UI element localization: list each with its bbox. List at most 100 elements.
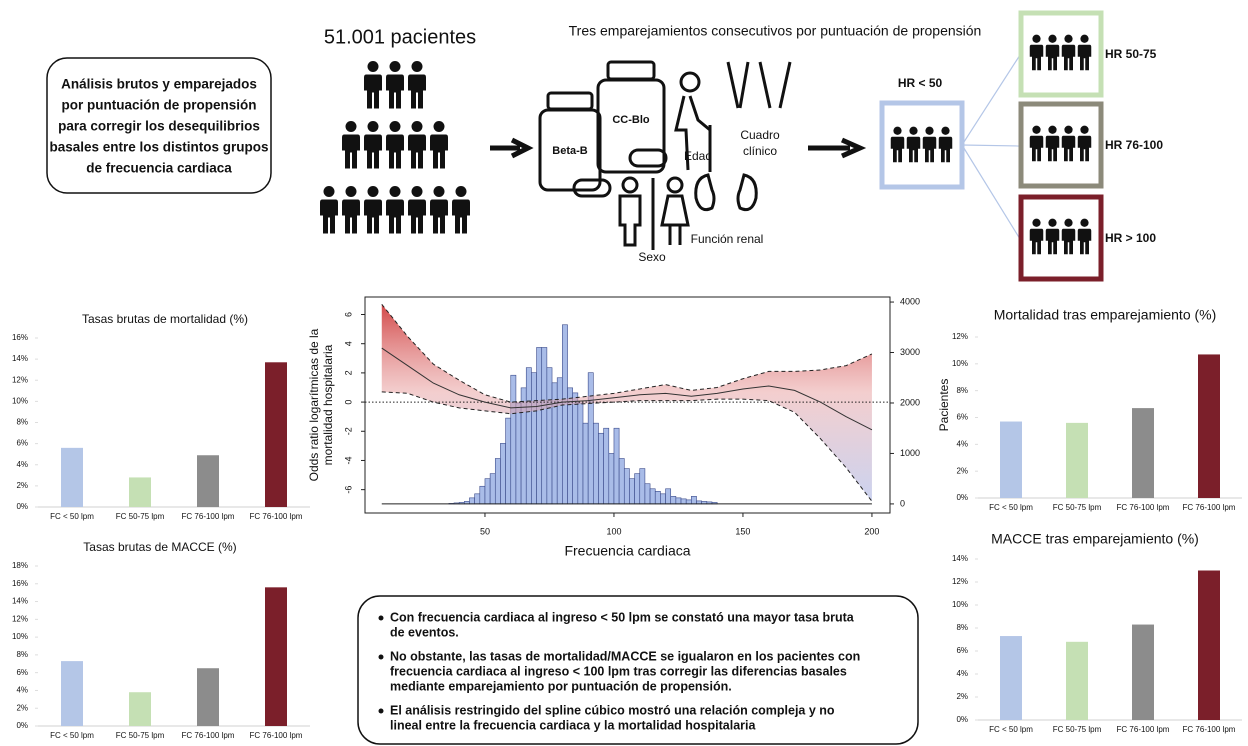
bullet <box>379 616 384 621</box>
histogram-bar <box>573 393 578 504</box>
covariate-label: Edad <box>684 149 712 163</box>
x-tick-label: FC < 50 lpm <box>50 512 94 521</box>
chart-title: Tasas brutas de MACCE (%) <box>83 540 236 554</box>
y-tick-label: 16% <box>12 333 28 342</box>
histogram-bar <box>475 494 480 504</box>
y-tick-label: 8% <box>956 386 968 395</box>
person-icon <box>320 186 338 234</box>
y-tick-label: 16% <box>12 579 28 588</box>
chart-title: Tasas brutas de mortalidad (%) <box>82 312 248 326</box>
y-tick-label: 6% <box>16 439 28 448</box>
histogram-bar <box>640 469 645 504</box>
histogram-bar <box>629 479 634 504</box>
y-tick-label: 0 <box>343 400 353 405</box>
y-tick-label: 4% <box>16 460 28 469</box>
y2-tick-label: 3000 <box>900 347 920 357</box>
person-icon <box>408 61 426 109</box>
connector <box>962 145 1020 146</box>
histogram-bar <box>506 418 511 504</box>
y-tick-label: 12% <box>12 614 28 623</box>
x-tick-label: FC 76-100 lpm <box>182 512 235 521</box>
conclusion-line: No obstante, las tasas de mortalidad/MAC… <box>390 649 860 663</box>
x-tick-label: FC 76-100 lpm <box>1117 503 1170 512</box>
person-icon <box>452 186 470 234</box>
histogram-bar <box>593 423 598 504</box>
conclusion-line: lineal entre la frecuencia cardiaca y la… <box>390 718 756 732</box>
y-tick-label: 14% <box>12 354 28 363</box>
x-tick-label: 100 <box>606 526 621 536</box>
cohort-label: 51.001 pacientes <box>324 26 476 48</box>
bar <box>1000 636 1022 720</box>
x-tick-label: FC 76-100 lpm <box>250 512 303 521</box>
bar <box>1000 422 1022 498</box>
y-tick-label: -2 <box>343 427 353 435</box>
histogram-bar <box>635 474 640 504</box>
y-tick-label: 14% <box>952 554 968 563</box>
person-icon <box>386 186 404 234</box>
person-icon <box>430 186 448 234</box>
x-tick-label: FC 50-75 lpm <box>116 731 165 740</box>
histogram-bar <box>660 494 665 504</box>
y-tick-label: 12% <box>952 577 968 586</box>
histogram-bar <box>526 368 531 504</box>
histogram-bar <box>609 453 614 503</box>
y-tick-label: 0% <box>16 502 28 511</box>
y2-tick-label: 4000 <box>900 296 920 306</box>
histogram-bar <box>686 500 691 504</box>
y-tick-label: 6 <box>343 312 353 317</box>
x-tick-label: 200 <box>864 526 879 536</box>
y-tick-label: 2% <box>956 466 968 475</box>
group-label: HR 76-100 <box>1105 138 1163 152</box>
y-tick-label: 14% <box>12 597 28 606</box>
histogram-bar <box>614 428 619 504</box>
y-tick-label: 4% <box>956 669 968 678</box>
group-label: HR 50-75 <box>1105 47 1157 61</box>
covariate-line: clínico <box>743 144 777 158</box>
covariate-label: Beta-B <box>552 145 588 157</box>
conclusion-line: El análisis restringido del spline cúbic… <box>390 703 835 717</box>
matching-title: Tres emparejamientos consecutivos por pu… <box>569 23 982 39</box>
histogram-bar <box>691 496 696 504</box>
covariate-label: CC-Blo <box>612 114 650 126</box>
x-tick-label: FC 76-100 lpm <box>1183 503 1236 512</box>
conclusion-line: frecuencia cardiaca al ingreso < 100 lpm… <box>390 664 847 678</box>
intro-line: para corregir los desequilibrios <box>58 119 260 134</box>
bar <box>1198 571 1220 721</box>
person-icon <box>386 61 404 109</box>
histogram-bar <box>681 499 686 504</box>
histogram-bar <box>619 458 624 503</box>
bullet <box>379 655 384 660</box>
histogram-bar <box>469 498 474 504</box>
intro-line: basales entre los distintos grupos <box>49 140 268 155</box>
y2-axis-label: Pacientes <box>937 379 951 432</box>
bar <box>1132 625 1154 720</box>
histogram-bar <box>645 484 650 504</box>
y-tick-label: 10% <box>12 632 28 641</box>
x-tick-label: FC 50-75 lpm <box>1053 503 1102 512</box>
y-tick-label: -6 <box>343 486 353 494</box>
histogram-bar <box>650 489 655 504</box>
person-icon <box>408 121 426 169</box>
histogram-bar <box>671 496 676 504</box>
x-tick-label: FC 50-75 lpm <box>1053 725 1102 734</box>
bar <box>1066 642 1088 720</box>
y2-tick-label: 1000 <box>900 448 920 458</box>
y-tick-label: 8% <box>956 623 968 632</box>
y-tick-label: 6% <box>16 668 28 677</box>
group-label: HR < 50 <box>898 76 943 90</box>
bullet <box>379 709 384 714</box>
intro-line: por puntuación de propensión <box>62 98 257 113</box>
y-tick-label: 2% <box>16 703 28 712</box>
histogram-bar <box>516 403 521 504</box>
bar <box>197 668 219 726</box>
bar <box>1132 408 1154 498</box>
x-tick-label: FC < 50 lpm <box>989 503 1033 512</box>
y-tick-label: 0% <box>956 715 968 724</box>
person-icon <box>342 121 360 169</box>
y-tick-label: 0% <box>16 721 28 730</box>
bar <box>265 587 287 726</box>
covariate-label: Función renal <box>691 232 764 246</box>
person-icon <box>386 121 404 169</box>
x-tick-label: FC 76-100 lpm <box>1183 725 1236 734</box>
x-tick-label: 150 <box>735 526 750 536</box>
